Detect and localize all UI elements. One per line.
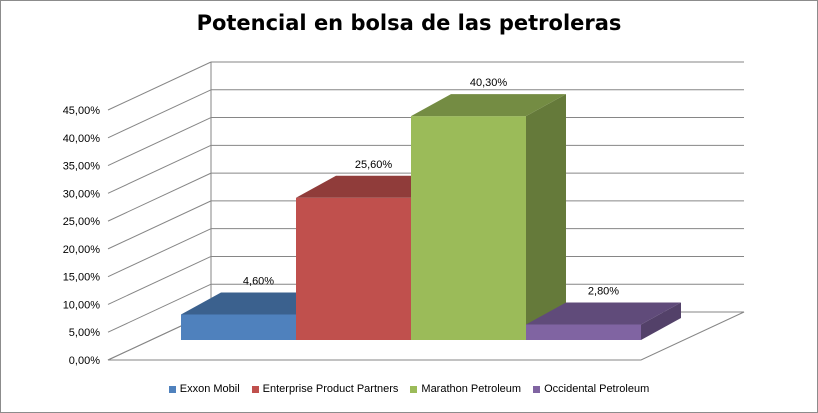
legend-swatch bbox=[251, 385, 259, 393]
y-tick-label: 5,00% bbox=[69, 327, 100, 339]
gridline-side bbox=[107, 89, 212, 139]
gridline-side bbox=[107, 61, 212, 111]
bar bbox=[181, 314, 296, 340]
bar-side bbox=[526, 94, 566, 340]
gridline-side bbox=[107, 283, 212, 333]
gridline-side bbox=[107, 172, 212, 222]
y-tick-label: 0,00% bbox=[69, 355, 100, 367]
y-tick-label: 15,00% bbox=[63, 272, 101, 284]
chart-legend: Exxon Mobil Enterprise Product Partners Ma… bbox=[1, 383, 817, 395]
gridline-side bbox=[107, 200, 212, 250]
y-tick-label: 40,00% bbox=[63, 133, 101, 145]
y-tick-label: 25,00% bbox=[63, 216, 101, 228]
legend-item: Occidental Petroleum bbox=[533, 383, 649, 395]
legend-item: Enterprise Product Partners bbox=[251, 383, 399, 395]
legend-item: Marathon Petroleum bbox=[410, 383, 521, 395]
bar bbox=[411, 116, 526, 340]
legend-swatch bbox=[533, 385, 541, 393]
y-tick-label: 20,00% bbox=[63, 244, 101, 256]
legend-label: Marathon Petroleum bbox=[421, 383, 522, 395]
bar-side bbox=[641, 302, 681, 340]
legend-swatch bbox=[410, 385, 418, 393]
bar-top bbox=[411, 94, 566, 117]
gridline-side bbox=[107, 117, 212, 167]
y-tick-label: 10,00% bbox=[63, 299, 101, 311]
legend-label: Exxon Mobil bbox=[179, 383, 240, 395]
data-label: 25,60% bbox=[355, 159, 393, 171]
chart-title: Potencial en bolsa de las petroleras bbox=[196, 11, 622, 35]
y-tick-label: 35,00% bbox=[63, 161, 101, 173]
y-tick-label: 45,00% bbox=[63, 105, 101, 117]
bar bbox=[296, 197, 411, 340]
y-tick-label: 30,00% bbox=[63, 188, 101, 200]
bar-top bbox=[526, 302, 681, 325]
data-label: 4,60% bbox=[243, 275, 274, 287]
gridline-side bbox=[107, 228, 212, 278]
data-label: 40,30% bbox=[470, 77, 508, 89]
legend-label: Occidental Petroleum bbox=[544, 383, 650, 395]
legend-swatch bbox=[168, 385, 176, 393]
gridline-side bbox=[107, 144, 212, 194]
bar bbox=[526, 324, 641, 340]
legend-label: Enterprise Product Partners bbox=[262, 383, 399, 395]
data-label: 2,80% bbox=[588, 285, 619, 297]
gridline-side bbox=[107, 255, 212, 305]
legend-item: Exxon Mobil bbox=[168, 383, 240, 395]
